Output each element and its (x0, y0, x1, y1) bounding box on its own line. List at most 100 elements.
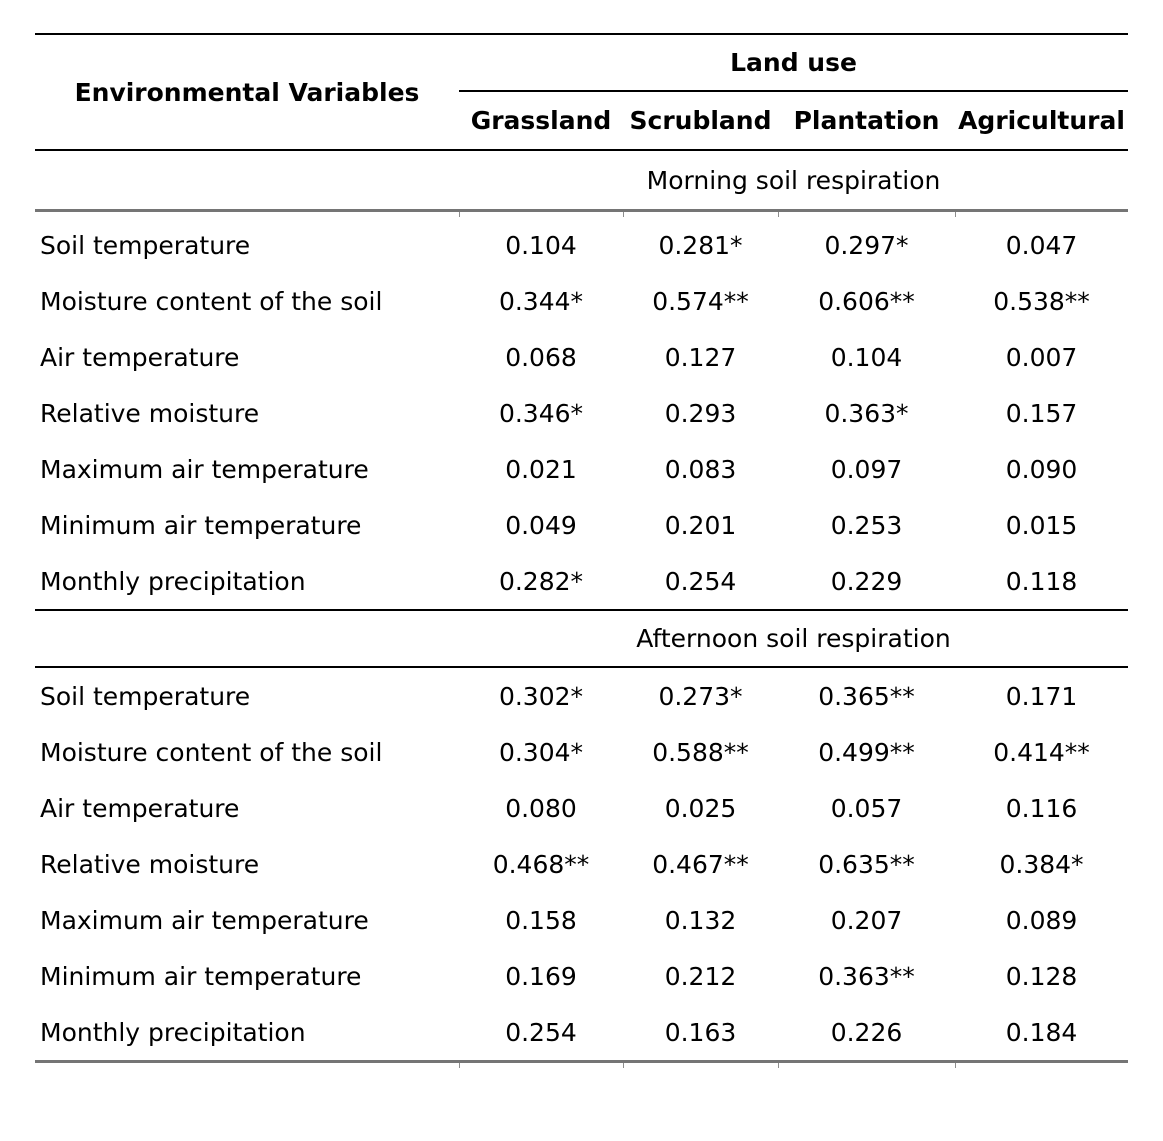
rule-segment (35, 1060, 459, 1068)
rule-segment (622, 1060, 778, 1068)
correlation-value: 0.116 (1005, 793, 1078, 823)
correlation-value: 0.207 (830, 905, 903, 935)
correlation-value: 0.304* (498, 737, 584, 767)
rule-segment (458, 209, 623, 217)
env-variables-header: Environmental Variables (35, 34, 459, 151)
rule-segment (777, 1060, 955, 1068)
rule-segment (458, 1060, 623, 1068)
correlation-value: 0.467** (652, 849, 749, 879)
correlation-value: 0.344* (498, 286, 584, 316)
correlation-value: 0.297* (824, 230, 909, 260)
correlation-value: 0.253 (830, 510, 903, 540)
correlation-value: 0.169 (505, 961, 577, 991)
section-title-row: Morning soil respiration (35, 150, 1128, 211)
correlation-value: 0.057 (830, 793, 903, 823)
table-row: Monthly precipitation 0.254 0.163 0.226 0.18… (35, 1004, 1128, 1062)
correlation-value: 0.158 (505, 905, 577, 935)
correlation-value: 0.015 (1005, 510, 1078, 540)
correlation-value: 0.606** (818, 286, 915, 316)
row-label: Air temperature (40, 793, 240, 823)
correlation-value: 0.089 (1005, 905, 1078, 935)
correlation-value: 0.212 (664, 961, 737, 991)
row-label: Monthly precipitation (40, 566, 306, 596)
correlation-value: 0.229 (830, 566, 903, 596)
correlation-value: 0.384* (999, 849, 1084, 879)
table-row: Soil temperature 0.302* 0.273* 0.365** 0.171 (35, 668, 1128, 724)
correlation-value: 0.363** (818, 961, 915, 991)
row-label: Moisture content of the soil (40, 737, 383, 767)
table-row: Relative moisture 0.468** 0.467** 0.635** 0.… (35, 836, 1128, 892)
rule-segment (622, 209, 778, 217)
correlation-value: 0.184 (1005, 1017, 1078, 1047)
table-row: Maximum air temperature 0.158 0.132 0.207 0.… (35, 892, 1128, 948)
correlation-value: 0.118 (1005, 566, 1078, 596)
table-row: Soil temperature 0.104 0.281* 0.297* 0.047 (35, 217, 1128, 273)
correlation-value: 0.007 (1005, 342, 1078, 372)
correlation-value: 0.346* (498, 398, 584, 428)
correlation-value: 0.254 (664, 566, 737, 596)
correlation-value: 0.574** (652, 286, 749, 316)
correlation-value: 0.080 (505, 793, 577, 823)
correlation-value: 0.127 (664, 342, 737, 372)
table-row: Maximum air temperature 0.021 0.083 0.097 0.… (35, 441, 1128, 497)
section-title-afternoon: Afternoon soil respiration (636, 624, 951, 653)
rule-segment (35, 209, 459, 217)
correlation-value: 0.171 (1005, 681, 1078, 711)
row-label: Minimum air temperature (40, 961, 362, 991)
correlation-value: 0.163 (664, 1017, 737, 1047)
row-label: Minimum air temperature (40, 510, 362, 540)
correlation-value: 0.538** (993, 286, 1090, 316)
gray-rule (35, 209, 1129, 217)
correlation-value: 0.090 (1005, 454, 1078, 484)
correlation-value: 0.302* (498, 681, 584, 711)
correlation-value: 0.068 (505, 342, 577, 372)
correlation-value: 0.083 (664, 454, 737, 484)
correlation-value: 0.104 (830, 342, 903, 372)
correlation-value: 0.414** (993, 737, 1090, 767)
correlation-value: 0.097 (830, 454, 903, 484)
empty-cell (35, 611, 459, 667)
col-header-agricultural: Agricultural (955, 91, 1129, 151)
section-morning: Morning soil respiration Soil temperatur… (35, 150, 1129, 610)
row-label: Monthly precipitation (40, 1017, 306, 1047)
header-row-columns: Grassland Scrubland Plantation Agricultu… (35, 91, 1129, 151)
table-row: Monthly precipitation 0.282* 0.254 0.229 0.1… (35, 553, 1128, 610)
rule-segment (954, 1060, 1129, 1068)
table-row: Relative moisture 0.346* 0.293 0.363* 0.157 (35, 385, 1128, 441)
col-header-scrubland: Scrubland (623, 91, 778, 151)
row-label: Moisture content of the soil (40, 286, 383, 316)
row-label: Maximum air temperature (40, 454, 369, 484)
correlation-value: 0.021 (505, 454, 577, 484)
correlation-value: 0.363* (824, 398, 909, 428)
table-header: Environmental Variables Land use Grassla… (35, 34, 1129, 151)
col-header-plantation: Plantation (778, 91, 955, 151)
rule-segment (954, 209, 1129, 217)
correlation-value: 0.588** (652, 737, 749, 767)
section-title-morning: Morning soil respiration (646, 165, 941, 195)
table-row: Minimum air temperature 0.049 0.201 0.253 0.… (35, 497, 1128, 553)
header-row-group: Environmental Variables Land use (35, 34, 1129, 151)
correlation-value: 0.254 (505, 1017, 577, 1047)
table-row: Moisture content of the soil 0.344* 0.574*… (35, 273, 1128, 329)
correlation-value: 0.365** (818, 681, 915, 711)
table-row: Air temperature 0.080 0.025 0.057 0.116 (35, 780, 1128, 836)
table-row: Minimum air temperature 0.169 0.212 0.363**… (35, 948, 1128, 1004)
table-bottom-rule (35, 1060, 1129, 1068)
correlation-value: 0.273* (658, 681, 743, 711)
correlation-value: 0.635** (818, 849, 915, 879)
table-row: Air temperature 0.068 0.127 0.104 0.007 (35, 329, 1128, 385)
empty-cell (35, 150, 459, 211)
row-label: Maximum air temperature (40, 905, 369, 935)
correlation-value: 0.201 (664, 510, 737, 540)
correlation-value: 0.468** (492, 849, 590, 879)
table-row: Moisture content of the soil 0.304* 0.588*… (35, 724, 1128, 780)
rule-segment (777, 209, 955, 217)
row-label: Soil temperature (40, 681, 251, 711)
correlation-value: 0.281* (658, 230, 743, 260)
correlation-value: 0.157 (1005, 398, 1078, 428)
section-title-row: Afternoon soil respiration (35, 611, 1128, 667)
gray-rule (35, 1060, 1129, 1068)
correlation-value: 0.499** (818, 737, 915, 767)
correlation-value: 0.226 (830, 1017, 903, 1047)
row-label: Soil temperature (40, 230, 251, 260)
